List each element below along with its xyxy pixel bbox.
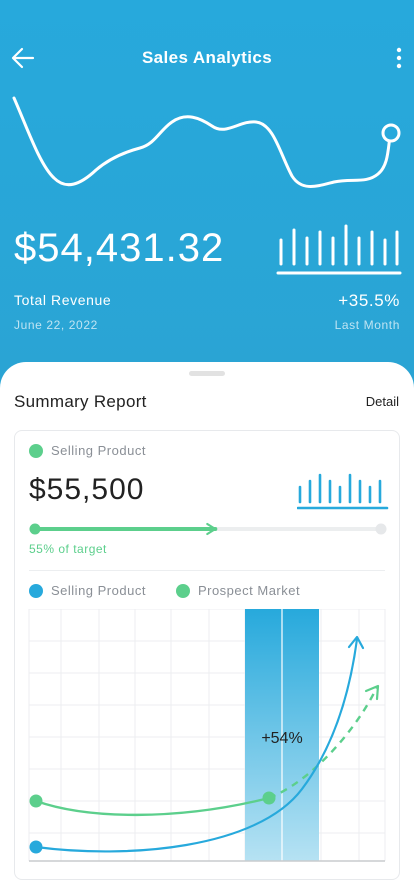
back-button[interactable] [10, 46, 36, 70]
more-vertical-icon [396, 47, 402, 69]
selling-bars-icon [297, 473, 389, 510]
chart-legend: Selling Product Prospect Market [29, 583, 300, 598]
selling-product-line [35, 638, 359, 853]
trend-chart: +54% [28, 609, 386, 862]
prospect-market-arrow [364, 684, 380, 701]
chart-grid [28, 609, 386, 861]
selling-start-point [29, 840, 43, 854]
highlight-label: +54% [261, 730, 302, 747]
total-revenue-label: Total Revenue [14, 292, 112, 308]
prospect-mid-point [262, 791, 276, 805]
blue-dot-icon [29, 583, 43, 598]
prospect-market-line [35, 796, 270, 817]
selling-product-arrow [347, 635, 365, 650]
revenue-bars-icon [276, 224, 402, 275]
revenue-change: +35.5% [338, 291, 400, 310]
selling-product-label: Selling Product [51, 443, 146, 458]
page-title: Sales Analytics [141, 48, 273, 67]
header: Sales Analytics $54,431.32 Tota [0, 0, 414, 380]
arrow-left-icon [11, 47, 35, 69]
green-dot-icon [29, 443, 43, 458]
green-dot-icon [175, 583, 190, 598]
selling-product-header: Selling Product [29, 443, 146, 458]
summary-card: Selling Product $55,500 55% [14, 430, 400, 880]
more-button[interactable] [392, 46, 406, 70]
revenue-date: June 22, 2022 [14, 318, 98, 332]
detail-link[interactable]: Detail [365, 394, 399, 409]
summary-title: Summary Report [14, 392, 147, 411]
target-text: 55% of target [29, 542, 107, 556]
target-progress-bar [29, 522, 387, 536]
legend-prospect-market: Prospect Market [197, 583, 301, 598]
total-revenue-amount: $54,431.32 [14, 226, 225, 270]
drag-handle[interactable] [189, 371, 225, 376]
prospect-start-point [29, 794, 43, 808]
revenue-period: Last Month [334, 318, 400, 332]
divider [29, 570, 385, 571]
top-bar: Sales Analytics [0, 40, 414, 76]
summary-sheet: Summary Report Detail Selling Product $5… [0, 362, 414, 896]
legend-selling-product: Selling Product [51, 583, 146, 598]
prospect-market-dashed [268, 686, 379, 800]
revenue-trend-line [12, 96, 401, 188]
selling-amount: $55,500 [29, 473, 145, 506]
